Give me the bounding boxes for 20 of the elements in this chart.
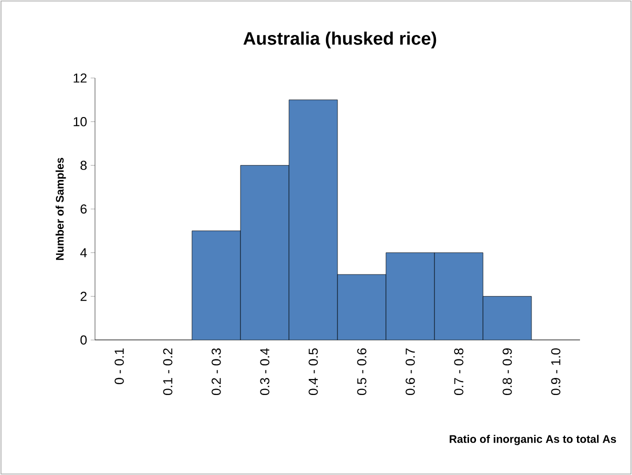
y-axis-title: Number of Samples xyxy=(56,158,66,260)
y-tick-label: 8 xyxy=(80,160,87,170)
x-tick-label: 0.5 - 0.6 xyxy=(357,348,366,395)
x-tick-label: 0 - 0.1 xyxy=(114,348,124,384)
y-tick-label: 4 xyxy=(80,248,87,258)
y-tick-label: 10 xyxy=(74,117,87,126)
y-tick-label: 6 xyxy=(80,204,87,214)
x-tick-label: 0.6 - 0.7 xyxy=(406,348,415,395)
y-tick-label: 12 xyxy=(74,73,87,83)
x-tick-label: 0.3 - 0.4 xyxy=(260,348,270,395)
x-tick-label: 0.9 - 1.0 xyxy=(551,348,560,395)
chart-title: Australia (husked rice) xyxy=(243,32,436,48)
y-tick-label: 0 xyxy=(80,335,87,345)
x-tick-label: 0.4 - 0.5 xyxy=(308,348,318,395)
x-axis-title: Ratio of inorganic As to total As xyxy=(450,434,616,446)
y-tick-label: 2 xyxy=(80,292,87,301)
x-tick-label: 0.2 - 0.3 xyxy=(212,348,221,395)
x-tick-label: 0.8 - 0.9 xyxy=(502,348,512,395)
x-tick-label: 0.7 - 0.8 xyxy=(454,348,464,395)
x-tick-label: 0.1 - 0.2 xyxy=(163,348,172,395)
